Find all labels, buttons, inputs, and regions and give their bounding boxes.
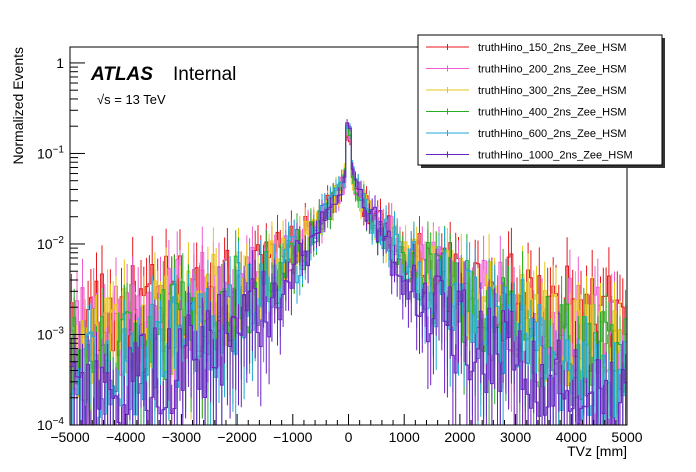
x-tick-label: −4000 — [106, 429, 146, 445]
x-tick-label: −5000 — [50, 429, 90, 445]
series-5-line — [70, 122, 627, 426]
y-axis-title: Normalized Events — [10, 47, 26, 165]
y-tick-label: 1 — [56, 55, 64, 71]
atlas-label: ATLAS — [90, 64, 153, 85]
legend-label: truthHino_600_2ns_Zee_HSM — [478, 128, 627, 140]
x-tick-label: 5000 — [611, 429, 642, 445]
y-tick-label: 10−4 — [37, 416, 64, 433]
y-tick-label: 10−3 — [37, 325, 64, 342]
x-tick-label: 0 — [345, 429, 353, 445]
x-tick-label: −1000 — [273, 429, 313, 445]
legend-entry: truthHino_600_2ns_Zee_HSM — [426, 128, 627, 140]
legend: truthHino_150_2ns_Zee_HSM truthHino_200_2… — [417, 34, 665, 168]
legend-entries: truthHino_150_2ns_Zee_HSM truthHino_200_2… — [426, 42, 633, 162]
legend-label: truthHino_200_2ns_Zee_HSM — [478, 64, 627, 76]
legend-entry: truthHino_150_2ns_Zee_HSM — [426, 42, 627, 54]
energy-sqrt: √s — [97, 92, 111, 107]
x-tick-label: −3000 — [162, 429, 202, 445]
x-axis-title: TVz [mm] — [567, 443, 627, 459]
x-tick-label: 4000 — [556, 429, 587, 445]
legend-entry: truthHino_1000_2ns_Zee_HSM — [426, 150, 633, 162]
y-tick-label: 10−1 — [37, 144, 64, 161]
legend-label: truthHino_400_2ns_Zee_HSM — [478, 107, 627, 119]
x-tick-label: −2000 — [217, 429, 257, 445]
series-layer — [70, 119, 627, 426]
legend-label: truthHino_150_2ns_Zee_HSM — [478, 42, 627, 54]
legend-box — [417, 34, 663, 166]
legend-entry: truthHino_400_2ns_Zee_HSM — [426, 107, 627, 119]
x-tick-label: 2000 — [444, 429, 475, 445]
y-tick-label: 10−2 — [37, 235, 64, 252]
internal-label: Internal — [173, 64, 236, 85]
energy-label: √s = 13 TeV — [97, 92, 166, 107]
x-tick-label: 3000 — [500, 429, 531, 445]
legend-label: truthHino_300_2ns_Zee_HSM — [478, 85, 627, 97]
legend-entry: truthHino_200_2ns_Zee_HSM — [426, 64, 627, 76]
legend-entry: truthHino_300_2ns_Zee_HSM — [426, 85, 627, 97]
energy-value: = 13 TeV — [111, 92, 166, 107]
legend-label: truthHino_1000_2ns_Zee_HSM — [478, 150, 633, 162]
x-tick-label: 1000 — [389, 429, 420, 445]
axes-layer: −5000 −4000 −3000 −2000 −1000 0 1000 2000 3000 40… — [37, 55, 643, 445]
